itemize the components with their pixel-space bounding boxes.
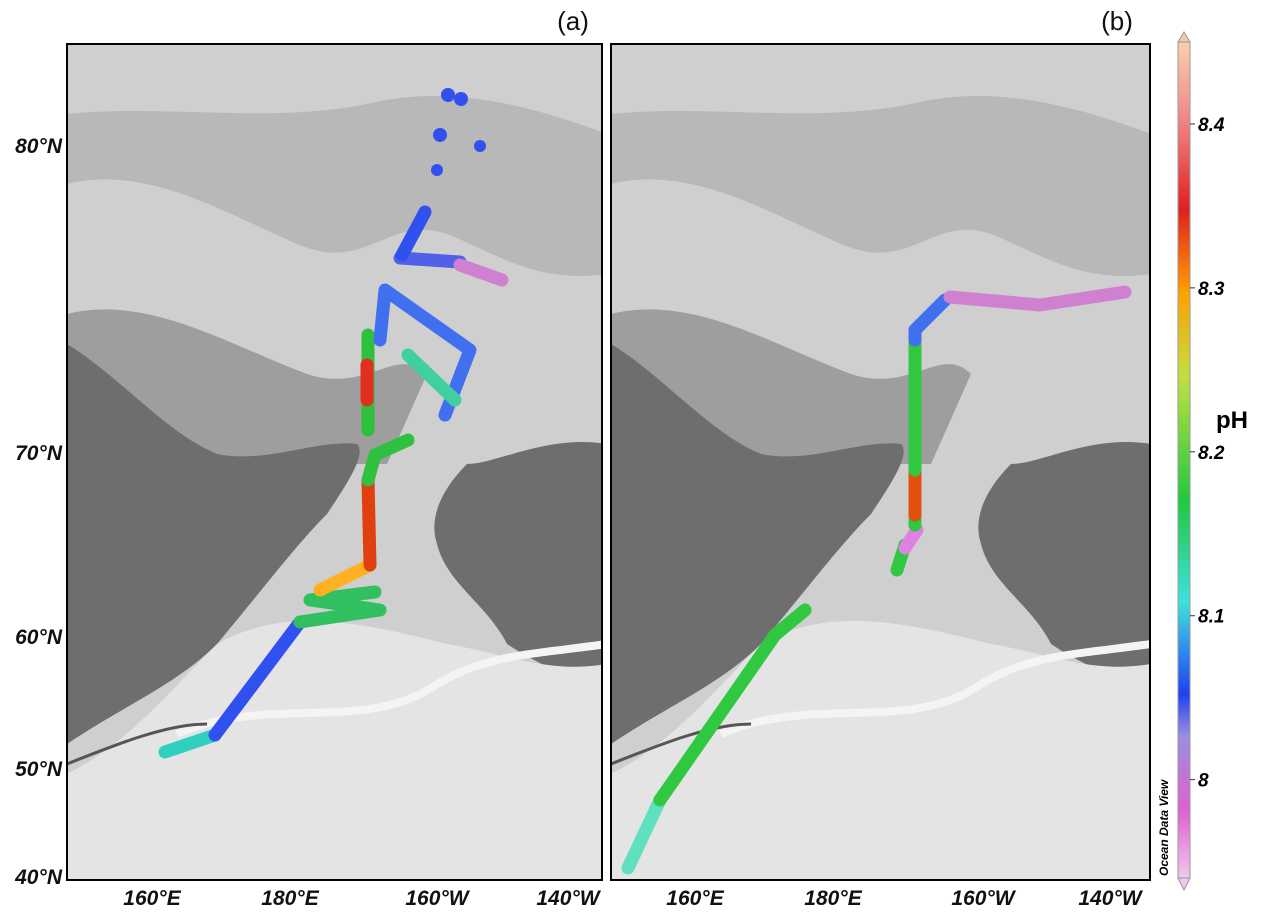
lon-label: 160°E [123, 887, 181, 910]
lat-label: 70°N [15, 442, 63, 465]
colorbar-tick-label: 8 [1198, 771, 1209, 792]
colorbar-ramp [1178, 42, 1190, 878]
lon-label: 140°W [536, 887, 601, 910]
lat-label: 80°N [15, 135, 63, 158]
lon-label: 180°E [261, 887, 319, 910]
panel-label: (b) [1101, 6, 1133, 36]
colorbar-arrow [1178, 32, 1190, 42]
lon-label: 160°E [666, 887, 724, 910]
lon-label: 180°E [804, 887, 862, 910]
colorbar-tick-label: 8.3 [1198, 279, 1225, 300]
colorbar-arrow [1178, 878, 1190, 890]
lon-label: 160°W [951, 887, 1016, 910]
colorbar-title: pH [1216, 407, 1248, 434]
lat-label: 60°N [15, 626, 63, 649]
figure: (a) (b) 80°N 70°N 60°N 50°N 40°N 160°E 1… [0, 0, 1264, 910]
colorbar-tick-label: 8.2 [1198, 443, 1225, 464]
map-b [611, 44, 1151, 880]
lat-label: 40°N [14, 866, 63, 889]
colorbar-tick-label: 8.4 [1198, 115, 1225, 136]
colorbar-tick-label: 8.1 [1198, 607, 1224, 628]
lon-label: 160°W [405, 887, 470, 910]
lon-label: 140°W [1078, 887, 1143, 910]
colorbar [1178, 32, 1190, 890]
watermark: Ocean Data View [1157, 779, 1171, 876]
panel-label: (a) [557, 6, 589, 36]
lat-label: 50°N [15, 758, 63, 781]
map-a [67, 44, 607, 880]
